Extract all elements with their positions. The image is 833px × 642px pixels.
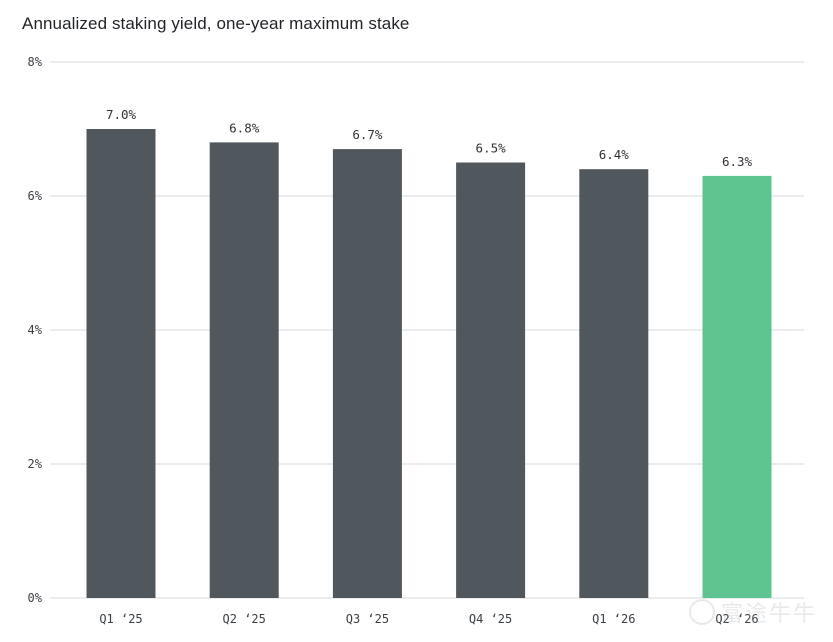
data-label: 6.3% — [722, 154, 753, 169]
data-label: 6.7% — [352, 127, 383, 142]
y-tick-label: 4% — [28, 323, 43, 337]
data-label: 6.4% — [599, 147, 630, 162]
watermark: 富途牛牛 — [688, 596, 817, 628]
chart-title: Annualized staking yield, one-year maxim… — [22, 14, 410, 33]
data-label: 7.0% — [106, 107, 137, 122]
data-label: 6.5% — [476, 141, 507, 156]
x-tick-label: Q2 ‘26 — [715, 612, 758, 626]
data-label: 6.8% — [229, 120, 260, 135]
watermark-text: 富途牛牛 — [720, 602, 817, 627]
x-tick-label: Q3 ‘25 — [346, 612, 389, 626]
x-tick-label: Q1 ‘26 — [592, 612, 635, 626]
bar — [332, 149, 402, 598]
futu-logo-icon — [688, 599, 715, 625]
bar — [86, 129, 156, 598]
bar — [702, 175, 772, 598]
bar — [456, 162, 526, 598]
y-tick-label: 6% — [28, 189, 43, 203]
y-tick-label: 2% — [28, 457, 43, 471]
bar — [209, 142, 279, 598]
x-tick-label: Q2 ‘25 — [223, 612, 266, 626]
y-tick-label: 0% — [28, 591, 43, 605]
bar — [579, 169, 649, 598]
x-tick-label: Q1 ‘25 — [99, 612, 142, 626]
x-tick-label: Q4 ‘25 — [469, 612, 512, 626]
y-tick-label: 8% — [28, 55, 43, 69]
